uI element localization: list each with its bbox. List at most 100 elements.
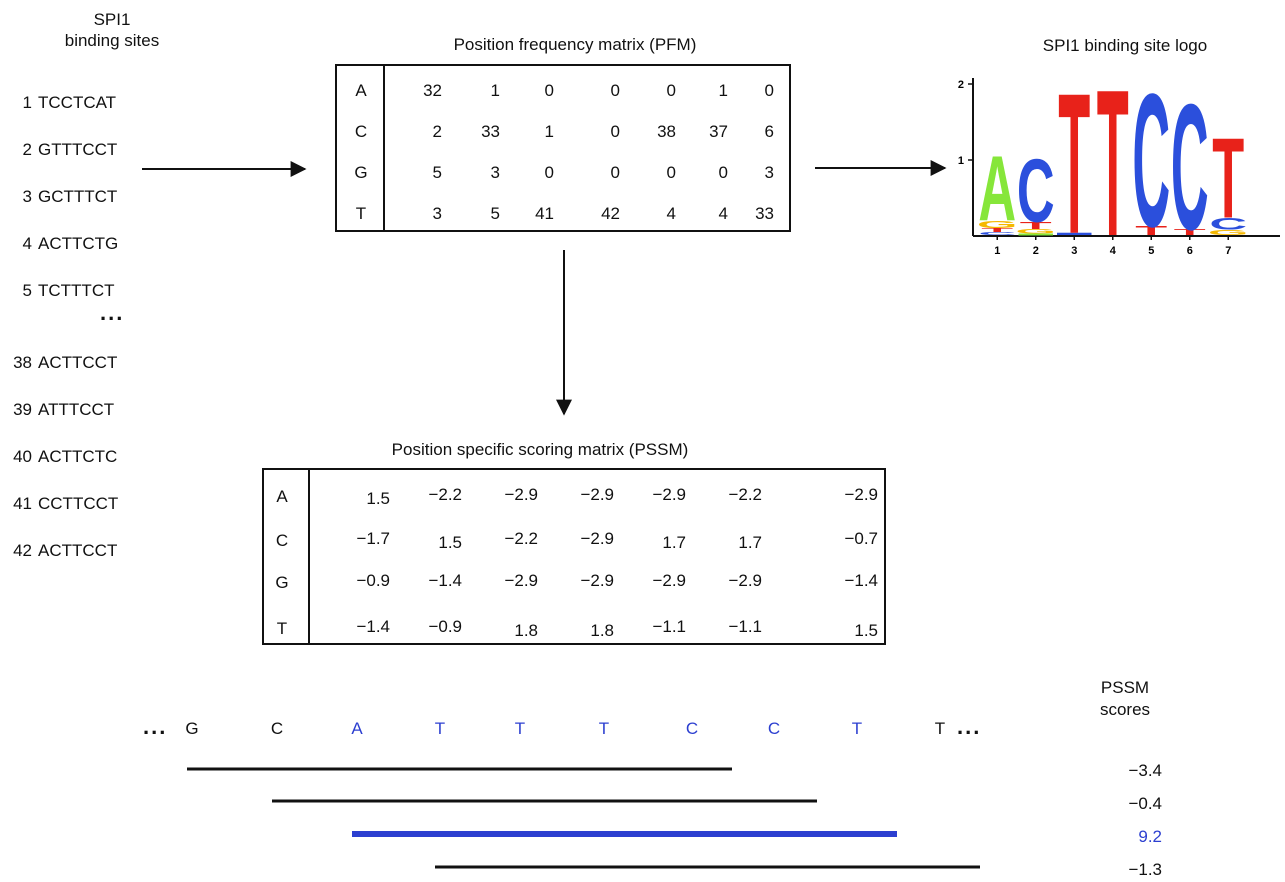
pfm-cell: 1 [490, 81, 500, 100]
pfm-cell: 0 [544, 81, 554, 100]
svg-text:C: C [1132, 54, 1170, 267]
binding-sites-ellipsis: ... [100, 300, 125, 325]
pssm-cell: −1.4 [844, 571, 878, 590]
binding-site-number: 2 [22, 140, 32, 159]
scores-title-line1: PSSM [1100, 678, 1150, 697]
pfm-cell: 3 [764, 163, 774, 182]
logo-x-tick-label: 2 [1033, 245, 1039, 257]
logo-letter-c: C [1209, 215, 1247, 234]
pfm-title: Position frequency matrix (PFM) [453, 35, 697, 54]
logo-letter-a [1018, 233, 1053, 236]
pssm-cell: 1.5 [366, 489, 390, 508]
pssm-cell: −2.9 [844, 485, 878, 504]
binding-sites-title-line1: SPI1 [93, 10, 131, 29]
pfm-matrix: A 32 1 0 0 0 1 0 C 2 33 1 0 38 37 6 G 5 3 0 0 0 0 3 T 3 5 41 42 4 4 33 [335, 64, 791, 232]
pssm-cell: 1.8 [514, 621, 538, 640]
pfm-cell: 6 [764, 122, 774, 141]
pssm-cell: −0.9 [428, 617, 462, 636]
logo-letter-g: G [1015, 228, 1056, 235]
pfm-cell: 0 [764, 81, 774, 100]
binding-site-sequence: ACTTCCT [38, 541, 118, 560]
binding-site-number: 38 [13, 353, 32, 372]
scores-title: PSSM scores [1088, 677, 1162, 721]
pfm-row-label: T [355, 204, 367, 223]
pfm-cell: 0 [666, 163, 676, 182]
sequence-base: C [270, 719, 284, 738]
pssm-cell: −2.9 [728, 571, 762, 590]
binding-site-number: 3 [22, 187, 32, 206]
pfm-cell: 33 [481, 122, 500, 141]
pfm-cell: 3 [490, 163, 500, 182]
svg-text:C: C [1171, 67, 1209, 268]
logo-letter-c: C [1017, 141, 1055, 241]
pssm-cell: −2.9 [652, 485, 686, 504]
svg-text:C: C [978, 231, 1016, 236]
pfm-cell: 0 [666, 81, 676, 100]
svg-text:T: T [1212, 115, 1244, 242]
pssm-cell: −1.4 [356, 617, 390, 636]
pfm-cell: 37 [709, 122, 728, 141]
sequence-base: G [185, 719, 199, 738]
binding-site-number: 41 [13, 494, 32, 513]
pfm-row-label: C [354, 122, 368, 141]
pfm-cell: 0 [610, 81, 620, 100]
pssm-cell: −2.9 [504, 485, 538, 504]
pssm-score: −0.4 [1128, 794, 1162, 813]
binding-site-sequence: ACTTCTC [38, 447, 118, 466]
scores-title-line2: scores [1099, 700, 1151, 719]
sequence-lead-ellipsis: ... [143, 714, 168, 739]
pssm-cell: −2.9 [504, 571, 538, 590]
binding-site-item: 38 ACTTCCT [0, 353, 117, 373]
pfm-cell: 42 [601, 204, 620, 223]
pssm-cell: −1.4 [428, 571, 462, 590]
pssm-divider [308, 470, 310, 643]
pfm-cell: 38 [657, 122, 676, 141]
pssm-cell: 1.5 [854, 621, 878, 640]
pssm-cell: −1.1 [652, 617, 686, 636]
sequence-base-highlighted: C [685, 719, 699, 738]
pfm-cell: 1 [718, 81, 728, 100]
sequence-base-highlighted: T [434, 719, 446, 738]
pfm-cell: 5 [490, 204, 500, 223]
logo-letter-c: C [1132, 54, 1170, 267]
binding-site-number: 4 [22, 234, 32, 253]
pssm-row-label: G [275, 573, 289, 592]
binding-sites-title-line2: binding sites [64, 31, 160, 50]
binding-site-sequence: ATTTCCT [38, 400, 115, 419]
pssm-cell: −2.2 [428, 485, 462, 504]
pfm-cell: 0 [610, 122, 620, 141]
logo-letter-t: T [1020, 219, 1052, 231]
sequence-base-highlighted: T [851, 719, 863, 738]
pssm-cell: −2.9 [652, 571, 686, 590]
logo-letter-g: G [977, 219, 1018, 231]
pfm-cell: 3 [432, 204, 442, 223]
binding-site-number: 40 [13, 447, 32, 466]
logo-letter-t: T [1212, 115, 1244, 242]
pfm-cell: 0 [610, 163, 620, 182]
svg-text:T: T [1174, 227, 1206, 236]
pssm-cell: 1.8 [590, 621, 614, 640]
logo-letter-a: A [978, 137, 1016, 241]
pfm-cell: 32 [423, 81, 442, 100]
binding-sites-title: SPI1 binding sites [40, 9, 184, 51]
pfm-row-label: G [354, 163, 368, 182]
pfm-cell: 5 [432, 163, 442, 182]
pssm-row-label: T [276, 619, 288, 638]
logo-x-tick-label: 7 [1225, 245, 1231, 257]
logo-letter-t: T [1174, 227, 1206, 236]
svg-text:T: T [1020, 219, 1052, 231]
binding-site-item: 3 GCTTTCT [0, 187, 118, 207]
pssm-cell: −1.1 [728, 617, 762, 636]
binding-site-sequence: ACTTCCT [38, 353, 118, 372]
logo-letter-t: T [1135, 224, 1167, 238]
binding-site-item: 4 ACTTCTG [0, 234, 119, 254]
logo-letter-t: T [981, 227, 1013, 233]
binding-site-item: 1 TCCTCAT [0, 93, 117, 113]
binding-site-item: 40 ACTTCTC [0, 447, 117, 467]
pfm-cell: 33 [755, 204, 774, 223]
binding-site-sequence: TCTTTCT [38, 281, 115, 300]
sequence-trail-ellipsis: ... [957, 714, 982, 739]
pssm-cell: −0.9 [356, 571, 390, 590]
pssm-cell: 1.5 [438, 533, 462, 552]
